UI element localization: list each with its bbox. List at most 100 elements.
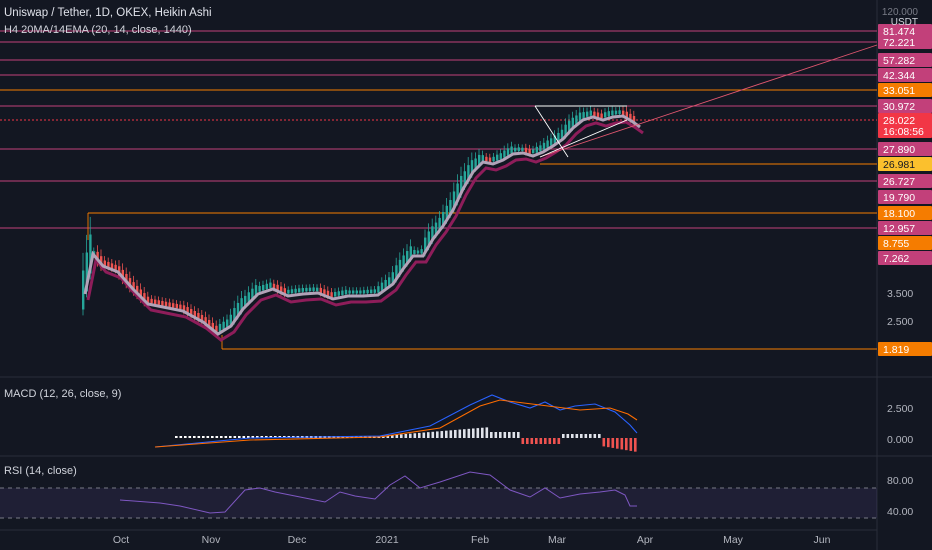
candle-body: [564, 124, 567, 136]
price-level-tag: [878, 221, 932, 235]
candle-body: [226, 319, 229, 327]
macd-histogram-bar: [562, 434, 565, 438]
candle-body: [244, 295, 247, 307]
candle-body: [344, 289, 348, 295]
candle-body: [427, 231, 430, 247]
candle-body: [193, 311, 196, 318]
candle-body: [272, 283, 276, 289]
candle-body: [575, 115, 578, 125]
macd-histogram-bar: [454, 429, 457, 438]
price-level-label: 16:08:56: [883, 126, 924, 138]
candle-body: [312, 287, 315, 291]
candles: [82, 106, 636, 337]
price-level-tag: [878, 124, 932, 138]
macd-histogram-bar: [391, 435, 394, 438]
price-level-tag: [878, 174, 932, 188]
time-axis-label: Mar: [548, 534, 567, 546]
candle-body: [589, 110, 592, 116]
macd-histogram-bar: [566, 434, 570, 438]
macd-histogram-bar: [220, 436, 223, 438]
candle-body: [546, 140, 549, 148]
macd-histogram-bar: [179, 436, 183, 438]
candle-body: [262, 284, 265, 291]
candle-body: [305, 287, 308, 292]
macd-histogram-bar: [427, 432, 430, 438]
candle-body: [481, 155, 484, 162]
candle-body: [85, 252, 88, 292]
candle-body: [528, 148, 531, 155]
candle-body: [557, 132, 560, 141]
candle-body: [406, 251, 409, 264]
candle-body: [625, 111, 628, 120]
macd-histogram-bar: [175, 436, 178, 438]
rsi-legend[interactable]: RSI (14, close): [4, 465, 77, 477]
candle-body: [186, 307, 189, 314]
candle-body: [524, 147, 528, 154]
candle-body: [398, 259, 402, 274]
candle-body: [287, 289, 290, 294]
price-tick: 2.500: [887, 316, 913, 328]
price-level-label: 18.100: [883, 208, 915, 220]
candle-body: [416, 250, 420, 254]
indicator-legend[interactable]: H4 20MA/14EMA (20, 14, close, 1440): [4, 24, 192, 36]
macd-legend[interactable]: MACD (12, 26, close, 9): [4, 388, 122, 400]
candle-body: [413, 249, 416, 255]
time-axis-label: May: [723, 534, 744, 546]
candle-body: [373, 289, 376, 293]
macd-histogram-bar: [395, 434, 399, 438]
macd-histogram-bar: [535, 438, 538, 444]
symbol-title[interactable]: Uniswap / Tether, 1D, OKEX, Heikin Ashi: [4, 7, 212, 19]
candle-body: [485, 156, 488, 162]
macd-histogram-bar: [499, 432, 502, 438]
macd-histogram-bar: [251, 436, 255, 438]
macd-histogram-bar: [490, 432, 493, 438]
candle-body: [236, 302, 240, 317]
candle-body: [251, 288, 254, 299]
signal-line: [154, 399, 638, 448]
candle-body: [499, 153, 502, 160]
candle-body: [161, 301, 164, 306]
candle-body: [582, 112, 585, 119]
macd-histogram-bar: [625, 438, 628, 451]
macd-histogram-bar: [611, 438, 615, 448]
candle-body: [154, 299, 157, 305]
price-level-label: 19.790: [883, 192, 915, 204]
candle-body: [218, 323, 222, 332]
candle-body: [370, 289, 373, 294]
candle-body: [136, 285, 139, 297]
macd-histogram-bar: [418, 432, 421, 438]
candle-body: [139, 289, 142, 300]
price-level-tag: [878, 190, 932, 204]
macd-histogram-bar: [238, 436, 241, 438]
macd-tick: 0.000: [887, 434, 913, 446]
candle-body: [535, 146, 538, 153]
drawing-lines: [534, 105, 627, 158]
quote-currency: USDT: [890, 17, 918, 28]
candle-body: [384, 279, 387, 289]
candle-body: [395, 265, 398, 280]
candle-body: [593, 111, 596, 117]
candle-body: [168, 302, 171, 307]
price-level-label: 8.755: [883, 238, 909, 250]
macd-histogram-bar: [526, 438, 529, 444]
candle-body: [532, 149, 535, 154]
candle-body: [622, 110, 625, 116]
macd-histogram-bar: [503, 432, 507, 438]
price-level-label: 26.981: [883, 159, 915, 171]
macd-histogram-bar: [589, 434, 592, 438]
macd-histogram-bar: [274, 436, 277, 438]
candle-body: [330, 292, 333, 298]
candle-body: [402, 255, 405, 269]
candle-body: [503, 150, 506, 158]
rsi-band: [0, 488, 877, 518]
candle-body: [391, 272, 394, 283]
price-level-tag: [878, 24, 932, 38]
candle-body: [600, 113, 603, 119]
candle-body: [143, 293, 146, 304]
rsi-line: [119, 471, 637, 514]
macd-histogram-bar: [404, 433, 408, 438]
candle-body: [319, 287, 322, 294]
ma-line: [83, 114, 641, 336]
candle-body: [442, 212, 445, 226]
